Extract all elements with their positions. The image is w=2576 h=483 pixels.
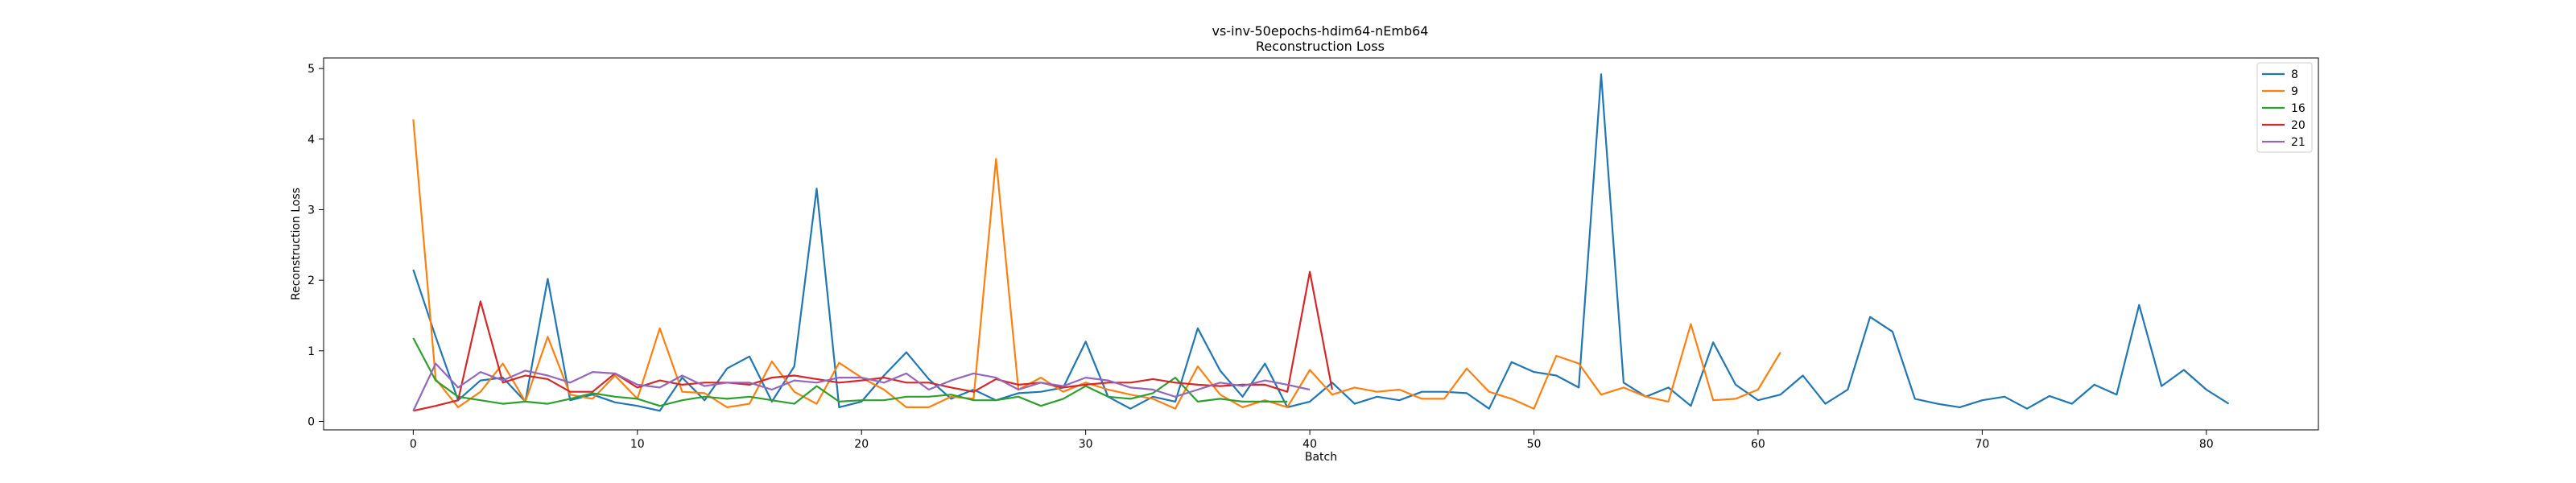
y-tick-label: 3 bbox=[308, 204, 315, 217]
y-tick-label: 5 bbox=[308, 63, 315, 76]
x-tick-label: 10 bbox=[630, 438, 645, 451]
x-tick-label: 30 bbox=[1079, 438, 1093, 451]
x-tick-label: 80 bbox=[2199, 438, 2214, 451]
plot-frame bbox=[323, 57, 2319, 431]
series-line-20 bbox=[413, 270, 1333, 412]
series-line-16 bbox=[412, 337, 1288, 407]
legend-label-8: 8 bbox=[2291, 68, 2298, 81]
legend-label-9: 9 bbox=[2291, 85, 2298, 98]
x-axis-ticks: 0 10 20 30 40 50 60 70 80 bbox=[410, 430, 2214, 451]
y-axis-ticks: 0 1 2 3 4 5 bbox=[308, 63, 324, 428]
chart-subtitle: Reconstruction Loss bbox=[1256, 39, 1385, 54]
y-tick-label: 1 bbox=[308, 345, 315, 358]
y-tick-label: 2 bbox=[308, 275, 315, 287]
x-axis-label: Batch bbox=[1305, 451, 1337, 464]
x-tick-label: 0 bbox=[410, 438, 417, 451]
x-tick-label: 40 bbox=[1302, 438, 1317, 451]
legend-label-20: 20 bbox=[2291, 119, 2306, 132]
x-tick-label: 60 bbox=[1751, 438, 1765, 451]
x-tick-label: 70 bbox=[1975, 438, 1989, 451]
series-layer bbox=[412, 73, 2230, 412]
y-axis-label: Reconstruction Loss bbox=[290, 188, 303, 300]
x-tick-label: 20 bbox=[854, 438, 869, 451]
legend-label-16: 16 bbox=[2291, 102, 2306, 115]
y-tick-label: 4 bbox=[308, 134, 315, 147]
x-tick-label: 50 bbox=[1527, 438, 1542, 451]
y-tick-label: 0 bbox=[308, 415, 315, 428]
series-line-21 bbox=[412, 362, 1311, 411]
chart-title: vs-inv-50epochs-hdim64-nEmb64 bbox=[1212, 23, 1429, 39]
legend-label-21: 21 bbox=[2291, 136, 2306, 149]
legend: 8 9 16 20 21 bbox=[2256, 62, 2313, 153]
